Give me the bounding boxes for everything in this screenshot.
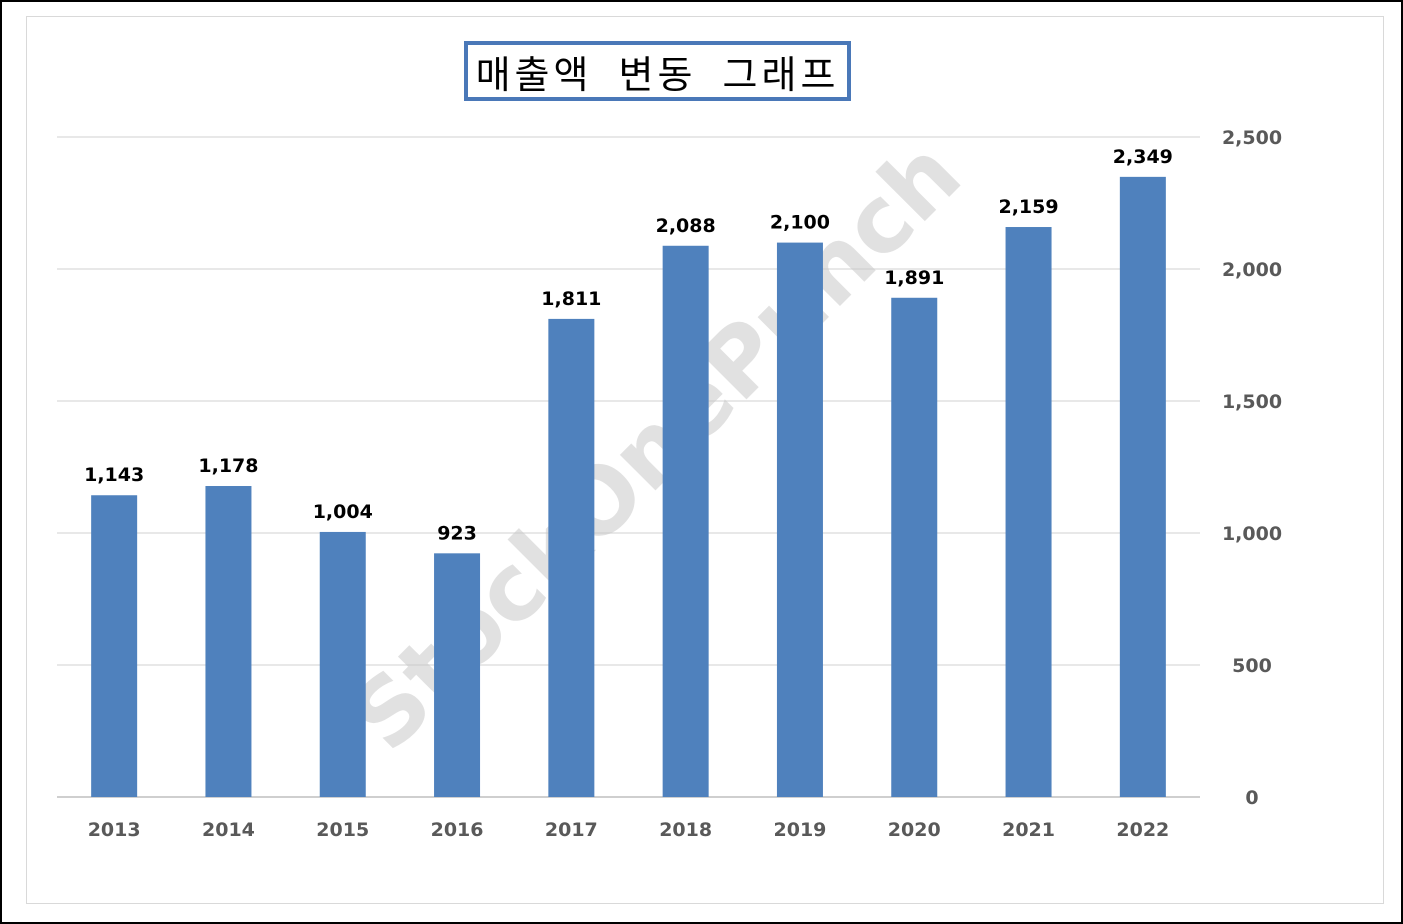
y-axis-ticks: 0 500 1,000 1,500 2,000 2,500 [1222, 127, 1282, 809]
data-label: 2,088 [656, 215, 716, 237]
x-tick-label: 2021 [1002, 819, 1055, 841]
bar [776, 242, 823, 798]
data-label: 2,349 [1113, 146, 1173, 168]
y-tick-label: 2,500 [1222, 127, 1282, 149]
bar [434, 553, 481, 797]
bar [91, 495, 138, 797]
data-label: 1,004 [313, 501, 373, 523]
y-tick-label: 500 [1232, 655, 1272, 677]
x-tick-label: 2019 [774, 819, 827, 841]
bar [891, 297, 938, 797]
x-tick-label: 2018 [659, 819, 712, 841]
x-axis-ticks: 2013 2014 2015 2016 2017 2018 2019 2020 2021 2022 [88, 819, 1170, 841]
x-tick-label: 2015 [316, 819, 369, 841]
data-label: 1,143 [84, 464, 144, 486]
x-tick-label: 2022 [1116, 819, 1169, 841]
data-label: 2,159 [998, 196, 1058, 218]
data-label: 2,100 [770, 212, 830, 234]
y-tick-label: 2,000 [1222, 259, 1282, 281]
bar [662, 245, 709, 797]
data-label: 923 [437, 522, 477, 544]
y-tick-label: 0 [1245, 787, 1258, 809]
x-tick-label: 2016 [431, 819, 484, 841]
bar [319, 531, 366, 797]
data-label: 1,178 [198, 455, 258, 477]
data-label: 1,891 [884, 267, 944, 289]
data-label: 1,811 [541, 288, 601, 310]
bar [1005, 227, 1052, 798]
data-labels: 1,143 1,178 1,004 923 1,811 2,088 2,100 1,891 2,… [84, 146, 1173, 544]
bar [205, 486, 252, 797]
y-tick-label: 1,500 [1222, 391, 1282, 413]
chart-title: 매출액 변동 그래프 [464, 41, 851, 101]
bar [548, 318, 595, 797]
bars [91, 176, 1166, 798]
x-tick-label: 2014 [202, 819, 255, 841]
bar [1119, 176, 1166, 797]
y-tick-label: 1,000 [1222, 523, 1282, 545]
x-tick-label: 2017 [545, 819, 598, 841]
x-tick-label: 2013 [88, 819, 141, 841]
x-tick-label: 2020 [888, 819, 941, 841]
